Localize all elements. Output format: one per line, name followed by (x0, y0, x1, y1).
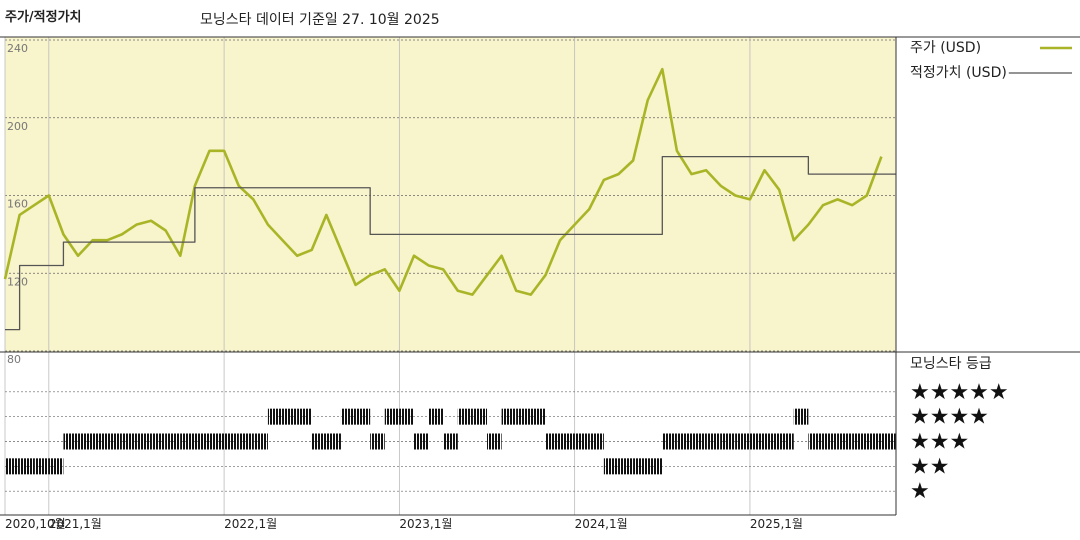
rating-bar (5, 458, 20, 475)
rating-bar (297, 408, 312, 425)
rating-bar (764, 433, 780, 450)
x-tick-label: 2024,1월 (575, 517, 628, 531)
rating-bar (545, 433, 561, 450)
chart-subtitle: 모닝스타 데이터 기준일 27. 10월 2025 (200, 12, 440, 28)
rating-bar (589, 433, 604, 450)
rating-bar (618, 458, 634, 475)
legend-label: 모닝스타 등급 (910, 356, 992, 372)
rating-bar (48, 458, 64, 475)
legend-label: 주가 (USD) (910, 40, 981, 56)
rating-bar (78, 433, 93, 450)
rating-bar (238, 433, 254, 450)
rating-bar (413, 433, 429, 450)
rating-bar (793, 408, 809, 425)
rating-bar (384, 408, 400, 425)
rating-label: ★★★ (910, 430, 969, 455)
rating-bar (267, 408, 283, 425)
chart-title: 주가/적정가치 (5, 9, 82, 25)
rating-bar (881, 433, 896, 450)
rating-bar (779, 433, 794, 450)
rating-label: ★★★★ (910, 405, 989, 430)
price-panel-background (5, 37, 896, 352)
rating-bar (165, 433, 181, 450)
price-line (3, 67, 883, 296)
rating-bar (487, 433, 502, 450)
x-tick-label: 2025,1월 (750, 517, 803, 531)
rating-bar (428, 408, 444, 425)
y-tick-label: 200 (7, 120, 28, 133)
x-tick-label: 2020,10월 (5, 517, 66, 531)
rating-bar (472, 408, 488, 425)
y-tick-label: 240 (7, 42, 28, 55)
rating-bar (209, 433, 225, 450)
rating-bar (822, 433, 838, 450)
rating-bar (735, 433, 750, 450)
rating-bar (676, 433, 692, 450)
rating-bar (282, 408, 298, 425)
rating-bar (19, 458, 35, 475)
rating-bar (706, 433, 721, 450)
rating-bar (136, 433, 152, 450)
rating-bar (355, 408, 371, 425)
rating-bar (560, 433, 575, 450)
rating-bar (647, 458, 663, 475)
x-tick-label: 2022,1월 (224, 517, 277, 531)
rating-bar (92, 433, 108, 450)
legend-label: 적정가치 (USD) (910, 65, 1007, 81)
rating-label: ★★★★★ (910, 380, 1009, 405)
y-tick-label: 120 (7, 275, 28, 288)
rating-bar (749, 433, 765, 450)
x-tick-label: 2021,1월 (49, 517, 102, 531)
rating-bar (852, 433, 867, 450)
rating-bar (326, 433, 341, 450)
rating-bar (340, 408, 356, 425)
y-tick-label: 80 (7, 353, 21, 366)
rating-bar (151, 433, 166, 450)
rating-bar (691, 433, 707, 450)
rating-bar (866, 433, 882, 450)
rating-bar (399, 408, 414, 425)
rating-bar (516, 408, 531, 425)
rating-bar (574, 433, 590, 450)
rating-bar (530, 408, 546, 425)
rating-label: ★★ (910, 454, 949, 479)
rating-bar (603, 458, 619, 475)
rating-bar (501, 408, 517, 425)
rating-bar (107, 433, 122, 450)
rating-bar (121, 433, 137, 450)
rating-bar (370, 433, 385, 450)
rating-bar (63, 433, 79, 450)
rating-label: ★ (910, 479, 930, 504)
rating-bar (633, 458, 648, 475)
rating-bar (180, 433, 195, 450)
rating-bar (311, 433, 327, 450)
fair-value-line (5, 155, 896, 331)
rating-bar (194, 433, 210, 450)
rating-bar (837, 433, 853, 450)
rating-bar (720, 433, 736, 450)
rating-bar (443, 433, 458, 450)
rating-bar (34, 458, 49, 475)
rating-bar (662, 433, 677, 450)
rating-bar (224, 433, 239, 450)
y-tick-label: 160 (7, 198, 28, 211)
rating-bar (253, 433, 268, 450)
rating-bar (808, 433, 823, 450)
x-tick-label: 2023,1월 (399, 517, 452, 531)
rating-bar (457, 408, 473, 425)
